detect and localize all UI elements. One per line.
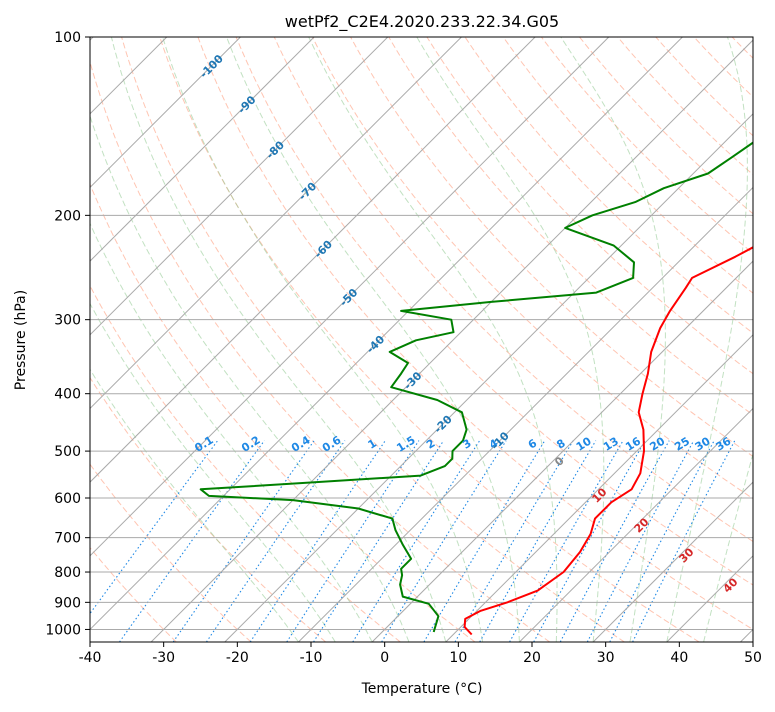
y-tick-label: 1000 — [45, 622, 81, 638]
moist-adiabat-line — [308, 37, 558, 642]
isotherm-line — [90, 37, 683, 631]
mixing-ratio-line — [249, 440, 386, 642]
mixing-ratio-line — [172, 440, 315, 642]
grid-layer — [90, 24, 775, 642]
isotherm-line — [90, 37, 536, 483]
x-tick-label: 10 — [449, 650, 467, 666]
mixing-ratio-line — [533, 440, 646, 642]
mixing-ratio-line — [509, 440, 624, 642]
x-tick-label: 20 — [523, 650, 541, 666]
mixing-ratio-line — [352, 440, 481, 642]
x-tick-label: 50 — [744, 650, 762, 666]
axis-layer: -40 -30 -20 -10 0 10 20 30 40 50 100 200 300 400 500 60… — [45, 30, 762, 666]
isotherm-line — [150, 39, 753, 642]
moist-adiabat-line — [226, 37, 520, 642]
isotherm-line — [445, 334, 753, 642]
x-tick-label: -40 — [79, 650, 102, 666]
dry-adiabat-line — [90, 183, 476, 642]
series-layer — [199, 141, 753, 636]
dewpoint-line — [199, 141, 753, 633]
y-tick-label: 400 — [54, 387, 81, 403]
moist-adiabat-line — [90, 302, 336, 642]
moist-adiabat-line — [560, 37, 666, 642]
chart-title: wetPf2_C2E4.2020.233.22.34.G05 — [285, 12, 559, 32]
isotherm-line — [519, 407, 753, 642]
y-tick-label: 300 — [54, 313, 81, 329]
mixing-ratio-line — [632, 440, 736, 642]
isotherm-line — [592, 481, 753, 642]
dry-adiabat-line — [311, 37, 753, 500]
x-tick-label: 30 — [597, 650, 615, 666]
isotherm-line — [371, 260, 753, 642]
mixing-ratio-line — [90, 440, 219, 615]
moist-adiabat-line — [90, 114, 410, 642]
moist-adiabat-line — [666, 37, 748, 642]
dry-adiabat-line — [90, 376, 327, 642]
y-tick-label: 500 — [54, 444, 81, 460]
isotherm-line — [298, 186, 753, 642]
dry-adiabat-line — [159, 37, 700, 642]
isotherm-line — [90, 37, 610, 557]
x-tick-label: -10 — [300, 650, 323, 666]
y-tick-label: 600 — [54, 491, 81, 507]
dry-adiabat-line — [121, 37, 625, 642]
temperature-line — [463, 246, 753, 636]
mixing-ratio-line — [313, 440, 445, 642]
moist-adiabat-line — [110, 37, 447, 642]
plot-frame — [89, 36, 754, 643]
y-axis-label: Pressure (hPa) — [13, 290, 29, 390]
isotherm-line — [90, 37, 389, 336]
y-tick-label: 700 — [54, 531, 81, 547]
y-tick-label: 800 — [54, 565, 81, 581]
moist-adiabat-line — [90, 368, 299, 642]
x-tick-label: -20 — [226, 650, 249, 666]
dry-adiabat-line — [757, 24, 775, 642]
moist-adiabat-line — [90, 222, 373, 642]
mixing-ratio-line — [559, 440, 670, 642]
y-tick-label: 100 — [54, 30, 81, 46]
mixing-ratio-line — [479, 440, 597, 642]
isotherm-line — [224, 113, 753, 642]
isotherm-line — [90, 37, 315, 262]
mixing-ratio-line — [119, 440, 265, 642]
y-tick-label: 200 — [54, 208, 81, 224]
isotherm-line — [90, 37, 241, 189]
dry-adiabat-line — [350, 37, 753, 458]
isotherm-line — [90, 37, 462, 410]
dry-adiabat-line — [90, 546, 177, 642]
dry-adiabat-line — [90, 60, 551, 642]
moist-adiabat-line — [416, 37, 605, 642]
x-tick-label: 40 — [670, 650, 688, 666]
moist-adiabat-line — [162, 37, 484, 642]
dry-adiabat-line — [273, 37, 753, 543]
x-tick-label: -30 — [152, 650, 175, 666]
mixing-ratio-line — [286, 440, 420, 642]
y-tick-label: 900 — [54, 595, 81, 611]
x-axis-label: Temperature (°C) — [361, 681, 483, 697]
dry-adiabat-line — [464, 37, 753, 334]
x-tick-label: 0 — [380, 650, 389, 666]
